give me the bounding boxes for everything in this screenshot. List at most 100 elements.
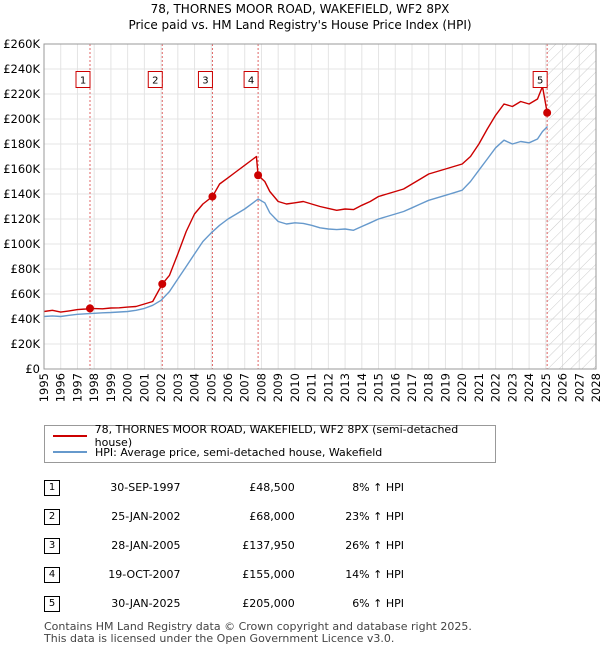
legend-swatch-hpi [53,451,87,453]
x-tick-label: 1995 [37,373,51,402]
sales-hpi-change: 23% ↑ HPI [345,510,404,523]
sale-point [543,108,552,117]
sales-price: £137,950 [242,539,295,552]
x-tick-label: 2009 [271,373,285,402]
x-tick-label: 2013 [338,373,352,402]
y-tick-label: £160K [3,162,40,176]
x-tick-label: 2015 [372,373,386,402]
y-tick-label: £60K [11,287,41,301]
x-tick-label: 2008 [254,373,268,402]
sale-label-box [75,71,91,88]
price-chart: 1 2 3 4 5 £0 £20K £40K £60K £80K £100K £120K £140K £1… [3,37,600,402]
legend-label-property: 78, THORNES MOOR ROAD, WAKEFIELD, WF2 8P… [94,423,459,449]
sales-date: 19-OCT-2007 [108,568,181,581]
sales-row: 2 25-JAN-2002 £68,000 23% ↑ HPI [44,502,404,531]
sales-date: 30-SEP-1997 [110,481,181,494]
x-tick-label: 2001 [137,373,151,402]
series-line-property [43,85,548,313]
sales-hpi-change: 14% ↑ HPI [345,568,404,581]
plot-frame [43,43,597,370]
sales-date: 28-JAN-2005 [111,539,181,552]
sales-marker-cell: 1 [44,473,74,502]
chart-title: 78, THORNES MOOR ROAD, WAKEFIELD, WF2 8P… [150,2,450,16]
x-tick-label: 1999 [104,373,118,402]
sale-point [86,304,94,313]
sales-date: 30-JAN-2025 [111,597,181,610]
x-tick-label: 2017 [405,373,419,402]
x-tick-label: 2007 [238,373,252,402]
sale-label-text: 1 [80,76,86,87]
sale-label-text: 5 [537,76,543,87]
sales-hpi-change: 8% ↑ HPI [352,481,404,494]
y-tick-label: £80K [11,262,41,276]
sales-row: 3 28-JAN-2005 £137,950 26% ↑ HPI [44,531,404,560]
sale-label-text: 2 [152,76,158,87]
y-tick-label: £220K [3,87,40,101]
sales-row: 4 19-OCT-2007 £155,000 14% ↑ HPI [44,560,404,589]
x-tick-label: 2022 [489,373,503,402]
sales-marker: 5 [44,595,60,612]
sales-price: £68,000 [249,510,295,523]
x-tick-label: 2023 [505,373,519,402]
legend-item-property: 78, THORNES MOOR ROAD, WAKEFIELD, WF2 8P… [53,423,495,449]
sales-marker-cell: 5 [44,589,74,618]
y-tick-label: £20K [11,337,41,351]
x-tick-label: 2014 [355,373,369,402]
y-tick-label: £200K [3,112,40,126]
sale-point [158,280,167,288]
x-tick-label: 2027 [572,373,586,402]
sales-marker-cell: 4 [44,560,74,589]
x-tick-label: 2024 [522,373,536,402]
x-tick-label: 2021 [472,373,486,402]
y-tick-label: £40K [11,312,41,326]
legend-label-hpi: HPI: Average price, semi-detached house,… [95,445,383,459]
x-tick-label: 2019 [438,373,452,402]
sale-label-box [243,71,259,88]
y-tick-label: £140K [3,187,40,201]
sales-table: 1 30-SEP-1997 £48,500 8% ↑ HPI 2 25-JAN-2002 £… [44,473,404,618]
sales-marker-cell: 3 [44,531,74,560]
x-tick-label: 2025 [539,373,553,402]
x-tick-label: 2000 [121,373,135,402]
sales-marker: 3 [44,537,60,554]
x-tick-label: 2002 [154,373,168,402]
y-tick-label: £260K [3,37,40,51]
y-tick-label: £0 [25,362,40,376]
x-tick-label: 1996 [54,373,68,402]
x-tick-label: 2004 [188,373,202,402]
sales-marker: 4 [44,566,60,583]
chart-subtitle: Price paid vs. HM Land Registry's House … [128,18,472,32]
x-tick-label: 2011 [305,373,319,402]
x-tick-label: 2010 [288,373,302,402]
sales-row: 1 30-SEP-1997 £48,500 8% ↑ HPI [44,473,404,502]
forecast-hatch [547,44,596,369]
sale-label-box [532,71,548,88]
y-tick-label: £240K [3,62,40,76]
sales-hpi-change: 26% ↑ HPI [345,539,404,552]
x-tick-label: 1998 [87,373,101,402]
x-tick-label: 2026 [556,373,570,402]
sales-price: £205,000 [242,597,295,610]
x-tick-label: 2018 [422,373,436,402]
sales-marker: 1 [44,479,60,496]
sales-marker-cell: 2 [44,502,74,531]
footer-licence: This data is licensed under the Open Gov… [44,632,395,645]
sale-label-box [197,71,213,88]
x-tick-label: 2006 [221,373,235,402]
y-tick-label: £180K [3,137,40,151]
x-tick-label: 2016 [388,373,402,402]
x-tick-label: 2012 [321,373,335,402]
sales-price: £155,000 [242,568,295,581]
y-tick-label: £120K [3,212,40,226]
sales-date: 25-JAN-2002 [111,510,181,523]
x-tick-label: 2028 [589,373,600,402]
sales-hpi-change: 6% ↑ HPI [352,597,404,610]
x-tick-label: 2020 [455,373,469,402]
sale-point [208,192,217,201]
sales-marker: 2 [44,508,60,525]
sales-row: 5 30-JAN-2025 £205,000 6% ↑ HPI [44,589,404,618]
legend-swatch-property [53,435,87,437]
y-tick-label: £100K [3,237,40,251]
sale-label-box [147,71,163,88]
sale-label-text: 4 [248,76,254,87]
